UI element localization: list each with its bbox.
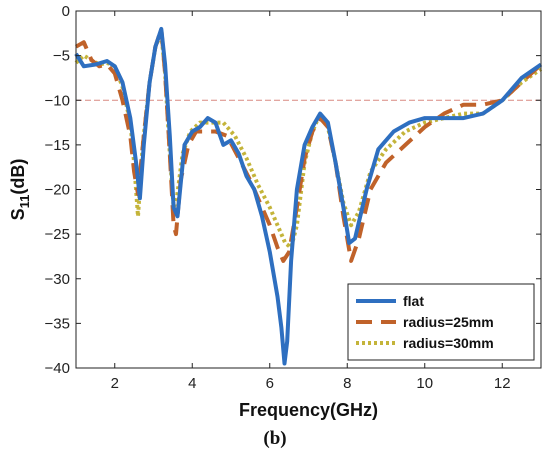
x-axis-label: Frequency(GHz): [239, 400, 378, 420]
legend-box: [347, 283, 535, 361]
axis-ticks: 2 4 6 8 10 12 0 −5 −10 −15 −20 −25 −30 −35 −40: [45, 3, 541, 392]
y-axis-label-main: S: [8, 208, 28, 220]
y-tick-label: −35: [45, 315, 70, 332]
chart: 2 4 6 8 10 12 0 −5 −10 −15 −20 −25 −30 −35 −40 Frequen…: [8, 3, 543, 420]
figure-caption: (b): [263, 428, 287, 449]
y-tick-label: −30: [45, 271, 70, 288]
y-tick-label: −20: [45, 182, 70, 199]
x-tick-label: 10: [416, 375, 433, 392]
legend: flat radius=25mm radius=30mm: [347, 283, 535, 361]
series-layer: [74, 26, 543, 366]
y-tick-label: −25: [45, 226, 70, 243]
y-tick-label: −10: [45, 92, 70, 109]
series-line-radius-30mm: [74, 31, 543, 250]
y-tick-label: −40: [45, 360, 70, 377]
y-tick-label: −15: [45, 137, 70, 154]
x-tick-label: 12: [494, 375, 511, 392]
x-tick-label: 6: [266, 375, 274, 392]
y-axis-label-unit: (dB): [8, 159, 28, 195]
x-tick-label: 8: [343, 375, 351, 392]
y-axis-label-subscript: 11: [17, 195, 32, 209]
x-tick-label: 4: [188, 375, 196, 392]
y-tick-label: −5: [53, 48, 70, 65]
legend-label: radius=25mm: [403, 314, 494, 330]
series-line-flat: [74, 26, 543, 366]
legend-label: radius=30mm: [403, 335, 494, 351]
x-tick-label: 2: [111, 375, 119, 392]
y-axis-label: S11(dB): [8, 159, 32, 221]
legend-label: flat: [403, 293, 424, 309]
y-tick-label: 0: [62, 3, 70, 20]
